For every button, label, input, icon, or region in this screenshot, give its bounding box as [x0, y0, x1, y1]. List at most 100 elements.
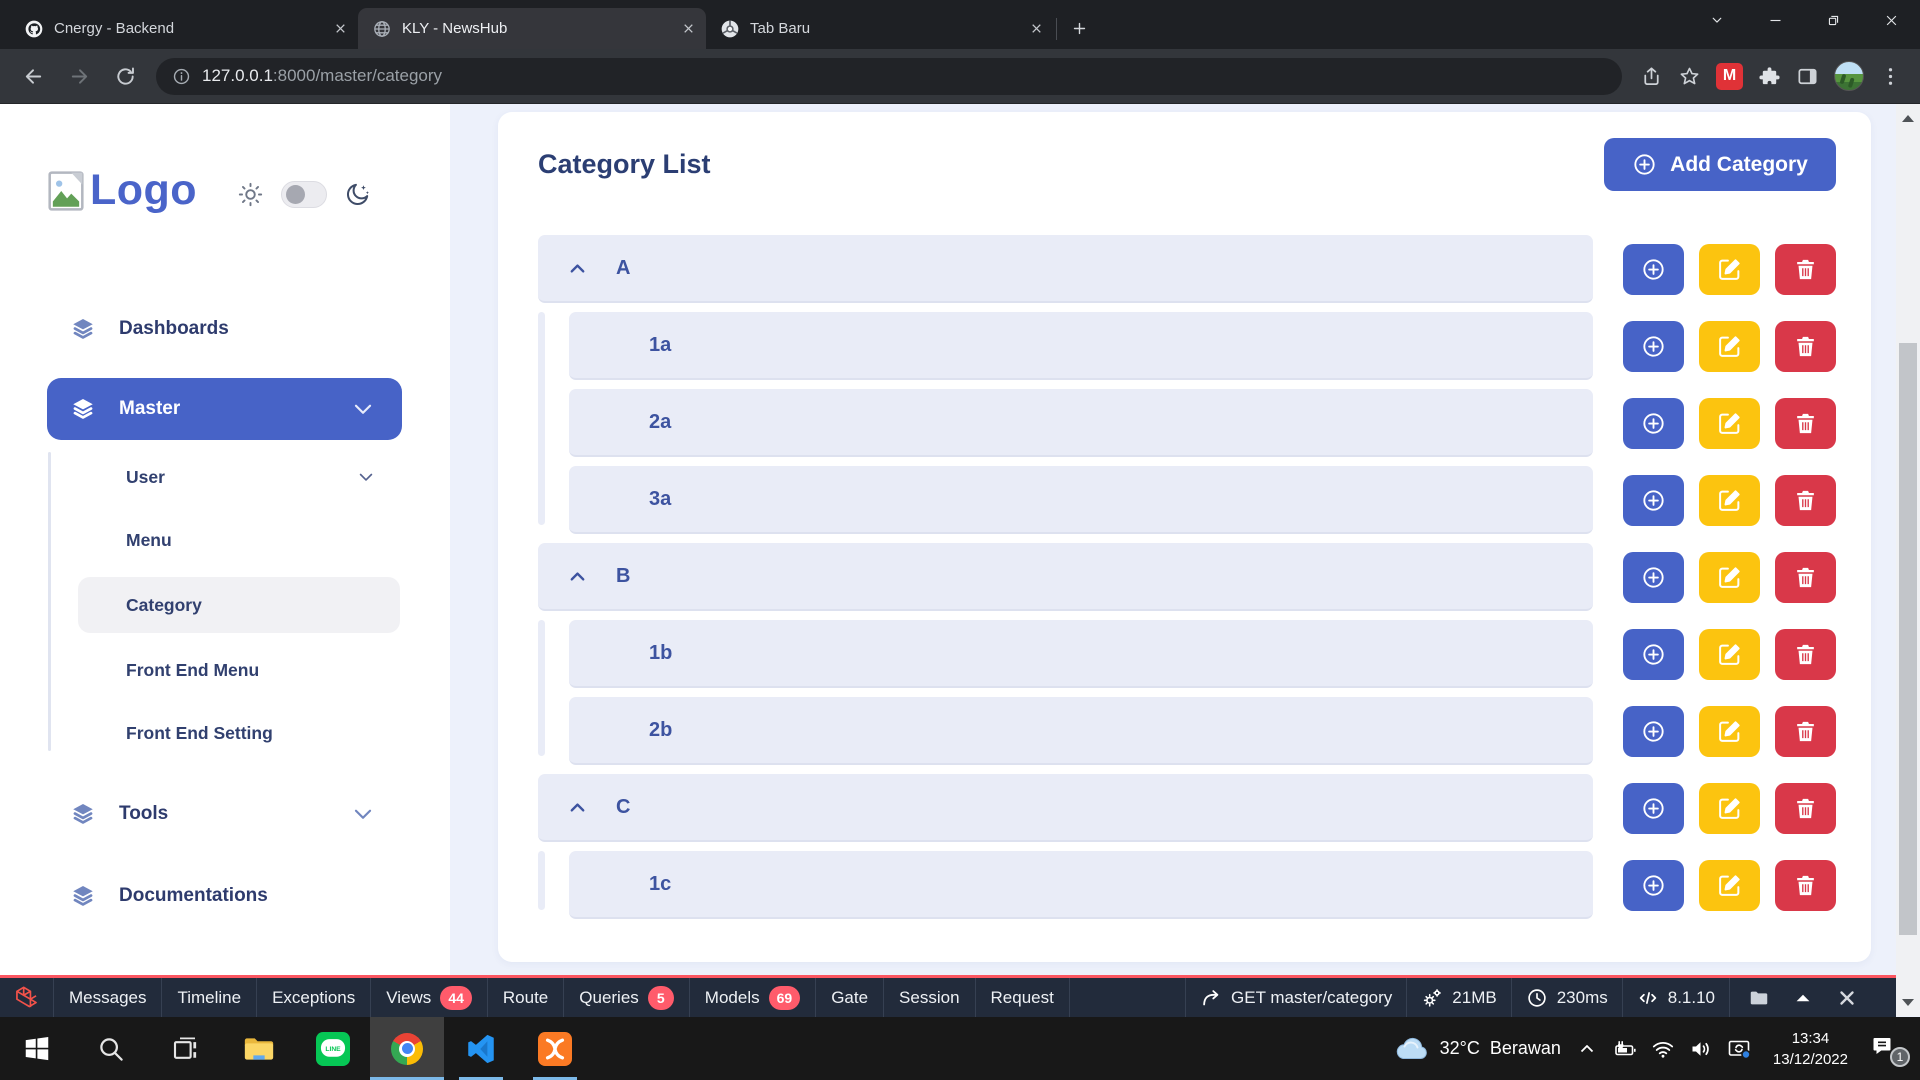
subcategory-strip[interactable]: 3a: [569, 466, 1593, 534]
delete-button[interactable]: [1775, 397, 1836, 449]
vscode-button[interactable]: [444, 1017, 518, 1080]
sidebar-item-tools[interactable]: Tools: [0, 787, 450, 841]
debugbar-tab-models[interactable]: Models 69: [690, 978, 817, 1017]
subcategory-strip[interactable]: 1a: [569, 312, 1593, 380]
share-icon[interactable]: [1640, 65, 1663, 88]
delete-button[interactable]: [1775, 628, 1836, 680]
edit-button[interactable]: [1699, 859, 1760, 911]
subcategory-strip[interactable]: 1c: [569, 851, 1593, 919]
debugbar-tab-messages[interactable]: Messages: [54, 978, 163, 1017]
delete-button[interactable]: [1775, 705, 1836, 757]
start-button[interactable]: [0, 1017, 74, 1080]
display-sync-icon[interactable]: [1727, 1037, 1751, 1061]
add-child-button[interactable]: [1623, 551, 1684, 603]
folder-icon[interactable]: [1748, 987, 1770, 1009]
subcategory-strip[interactable]: 1b: [569, 620, 1593, 688]
scrollbar-down-arrow[interactable]: [1896, 988, 1920, 1016]
debugbar-tab-exceptions[interactable]: Exceptions: [257, 978, 372, 1017]
add-category-button[interactable]: Add Category: [1604, 138, 1836, 191]
subcategory-strip[interactable]: 2a: [569, 389, 1593, 457]
add-child-button[interactable]: [1623, 705, 1684, 757]
subcategory-strip[interactable]: 2b: [569, 697, 1593, 765]
category-parent-strip[interactable]: A: [538, 235, 1593, 303]
profile-avatar[interactable]: [1834, 61, 1864, 91]
browser-tab[interactable]: KLY - NewsHub: [358, 8, 706, 49]
debugbar-tab-route[interactable]: Route: [488, 978, 565, 1017]
tab-search-button[interactable]: [1688, 0, 1746, 40]
search-button[interactable]: [74, 1017, 148, 1080]
sidebar-item-dashboards[interactable]: Dashboards: [0, 302, 450, 356]
sidebar-item-category[interactable]: Category: [78, 577, 400, 633]
forward-button[interactable]: [60, 57, 98, 95]
sidebar-item-master[interactable]: Master: [47, 378, 402, 440]
delete-button[interactable]: [1775, 243, 1836, 295]
site-info-icon[interactable]: [172, 67, 191, 86]
file-explorer-button[interactable]: [222, 1017, 296, 1080]
theme-switch[interactable]: [281, 181, 328, 208]
delete-button[interactable]: [1775, 859, 1836, 911]
page-scrollbar[interactable]: [1896, 104, 1920, 1016]
delete-button[interactable]: [1775, 551, 1836, 603]
maximize-button[interactable]: [1804, 0, 1862, 40]
sidebar-item-user[interactable]: User: [0, 451, 450, 503]
debugbar-tab-gate[interactable]: Gate: [816, 978, 885, 1017]
edit-button[interactable]: [1699, 782, 1760, 834]
bookmark-star-icon[interactable]: [1678, 65, 1701, 88]
edit-button[interactable]: [1699, 320, 1760, 372]
edit-button[interactable]: [1699, 397, 1760, 449]
new-tab-button[interactable]: [1063, 12, 1095, 44]
sidebar-item-front-end-menu[interactable]: Front End Menu: [0, 644, 450, 696]
delete-button[interactable]: [1775, 474, 1836, 526]
tab-close-button[interactable]: [678, 19, 698, 39]
sidebar-item-menu[interactable]: Menu: [0, 514, 450, 566]
debugbar-close-icon[interactable]: [1836, 987, 1858, 1009]
xampp-button[interactable]: [518, 1017, 592, 1080]
add-child-button[interactable]: [1623, 397, 1684, 449]
hidden-icons-chevron[interactable]: [1575, 1037, 1599, 1061]
edit-button[interactable]: [1699, 551, 1760, 603]
logo-text[interactable]: Logo: [90, 166, 198, 214]
task-view-button[interactable]: [148, 1017, 222, 1080]
delete-button[interactable]: [1775, 320, 1836, 372]
debugbar-tab-session[interactable]: Session: [884, 978, 976, 1017]
minimize-button[interactable]: [1746, 0, 1804, 40]
add-child-button[interactable]: [1623, 859, 1684, 911]
add-child-button[interactable]: [1623, 243, 1684, 295]
add-child-button[interactable]: [1623, 628, 1684, 680]
extensions-puzzle-icon[interactable]: [1758, 65, 1781, 88]
debugbar-tab-queries[interactable]: Queries 5: [564, 978, 690, 1017]
scrollbar-thumb[interactable]: [1899, 343, 1917, 935]
menu-kebab-icon[interactable]: [1879, 65, 1902, 88]
edit-button[interactable]: [1699, 243, 1760, 295]
close-button[interactable]: [1862, 0, 1920, 40]
debugbar-tab-request[interactable]: Request: [976, 978, 1070, 1017]
notification-center[interactable]: 1: [1870, 1034, 1910, 1067]
mendeley-extension-icon[interactable]: M: [1716, 62, 1743, 90]
address-bar[interactable]: 127.0.0.1:8000/master/category: [156, 57, 1622, 95]
wifi-icon[interactable]: [1651, 1037, 1675, 1061]
tab-close-button[interactable]: [330, 19, 350, 39]
edit-button[interactable]: [1699, 474, 1760, 526]
reload-button[interactable]: [106, 57, 144, 95]
back-button[interactable]: [14, 57, 52, 95]
browser-tab[interactable]: Tab Baru: [706, 8, 1054, 49]
add-child-button[interactable]: [1623, 320, 1684, 372]
category-parent-strip[interactable]: C: [538, 774, 1593, 842]
category-parent-strip[interactable]: B: [538, 543, 1593, 611]
side-panel-icon[interactable]: [1796, 65, 1819, 88]
edit-button[interactable]: [1699, 705, 1760, 757]
scrollbar-track[interactable]: [1896, 132, 1920, 988]
browser-tab[interactable]: Cnergy - Backend: [10, 8, 358, 49]
debugbar-tab-views[interactable]: Views 44: [371, 978, 488, 1017]
scrollbar-up-arrow[interactable]: [1896, 104, 1920, 132]
sidebar-item-documentations[interactable]: Documentations: [0, 869, 450, 923]
delete-button[interactable]: [1775, 782, 1836, 834]
edit-button[interactable]: [1699, 628, 1760, 680]
weather-widget[interactable]: 32°C Berawan: [1394, 1036, 1561, 1062]
tab-close-button[interactable]: [1026, 19, 1046, 39]
debugbar-tab-timeline[interactable]: Timeline: [162, 978, 258, 1017]
caret-up-icon[interactable]: [1792, 987, 1814, 1009]
speaker-icon[interactable]: [1689, 1037, 1713, 1061]
add-child-button[interactable]: [1623, 782, 1684, 834]
add-child-button[interactable]: [1623, 474, 1684, 526]
